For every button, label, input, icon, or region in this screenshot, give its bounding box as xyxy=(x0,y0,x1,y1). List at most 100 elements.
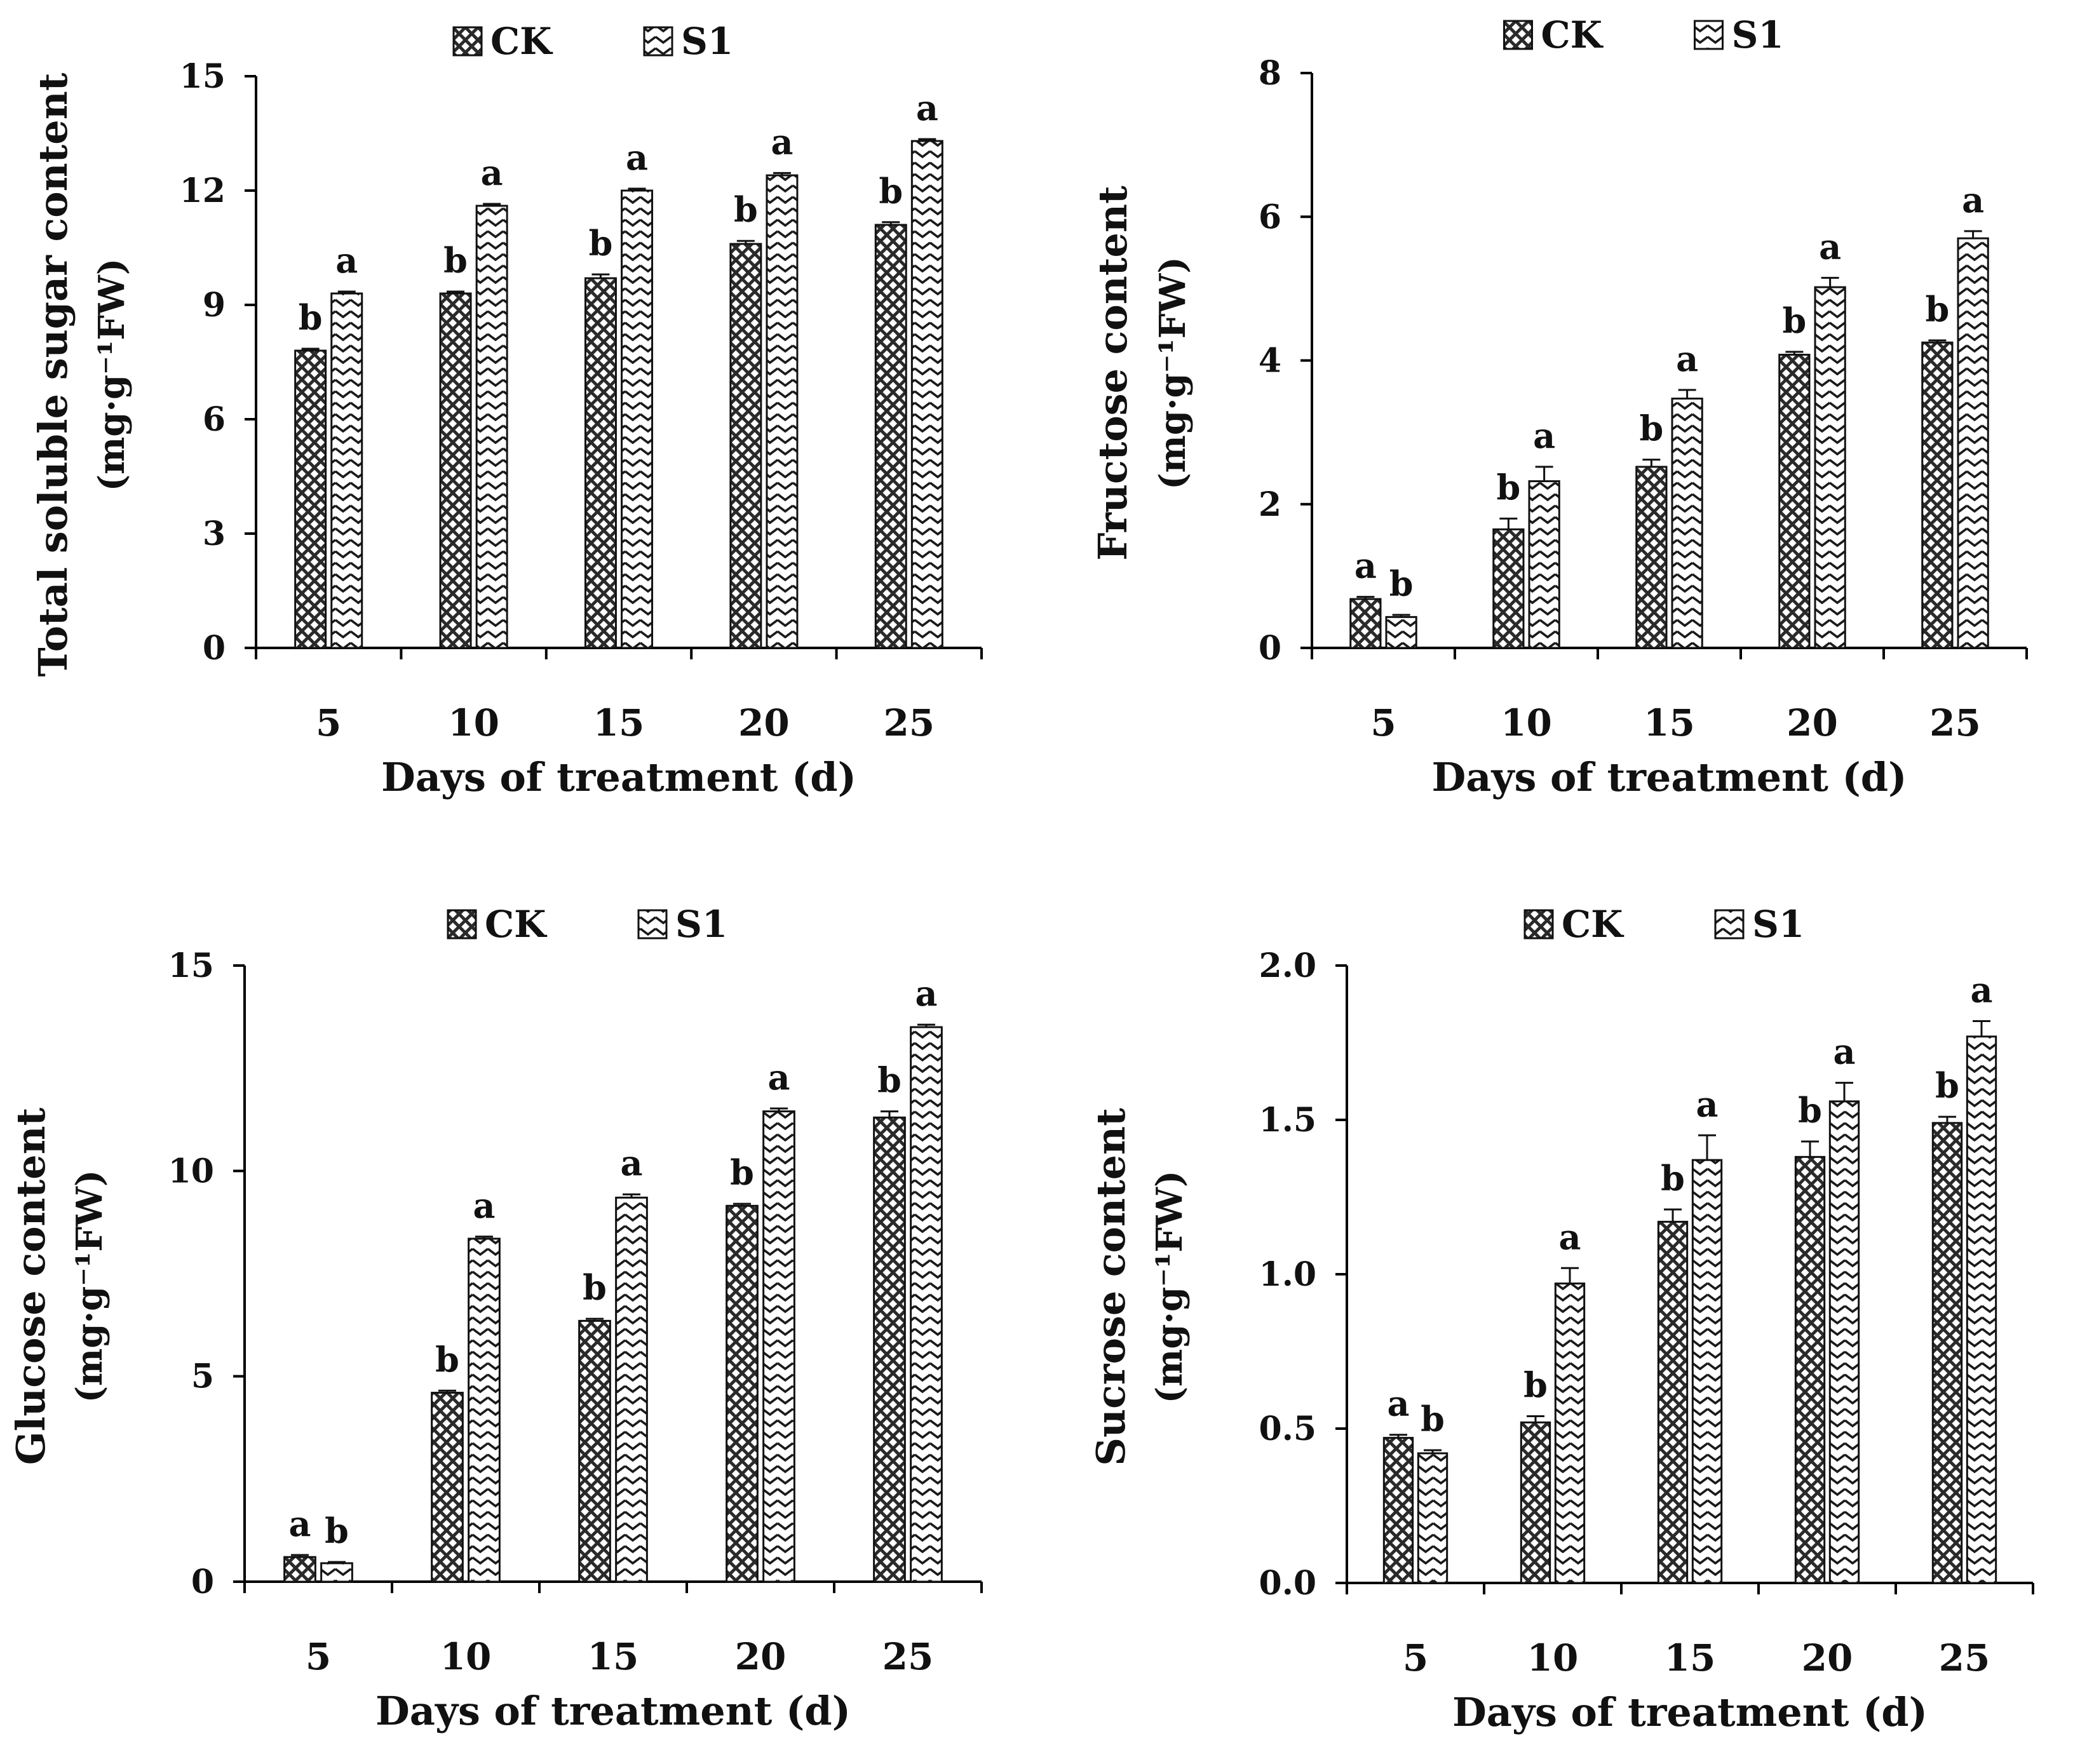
significance-letter: a xyxy=(481,152,503,193)
bar-ck-5 xyxy=(283,1556,316,1583)
significance-letter: b xyxy=(1389,563,1414,604)
y-axis-unit: (mg·g⁻¹FW) xyxy=(1152,257,1194,490)
bar-s1-20 xyxy=(1828,1100,1860,1584)
y-tick-label: 6 xyxy=(203,400,226,439)
legend: CK S1 xyxy=(447,903,727,946)
bar-ck-5 xyxy=(1382,1437,1414,1584)
x-tick-label: 15 xyxy=(588,1635,639,1678)
x-axis-label: Days of treatment (d) xyxy=(1432,754,1907,800)
legend-label-ck: CK xyxy=(490,20,553,63)
y-tick-label: 8 xyxy=(1259,54,1281,93)
x-tick-label: 10 xyxy=(1527,1636,1579,1680)
significance-letter: a xyxy=(1354,546,1377,586)
legend-label-ck: CK xyxy=(1541,13,1604,57)
bar-s1-20 xyxy=(1814,286,1846,649)
significance-letter: a xyxy=(335,240,358,281)
bar-ck-15 xyxy=(1635,466,1668,649)
significance-letter: a xyxy=(1819,226,1841,267)
significance-letter: b xyxy=(1421,1399,1445,1439)
x-tick-label: 20 xyxy=(735,1635,787,1678)
significance-letter: a xyxy=(1971,969,1993,1010)
bar-ck-5 xyxy=(294,349,327,649)
significance-letter: b xyxy=(1925,289,1949,330)
significance-letter: a xyxy=(1559,1216,1581,1257)
y-axis-label: Fructose content xyxy=(1090,185,1136,561)
significance-letter: a xyxy=(768,1057,790,1098)
bar-s1-15 xyxy=(1691,1159,1723,1584)
bar-s1-15 xyxy=(1671,397,1703,649)
y-tick-label: 12 xyxy=(180,172,226,210)
legend-swatch-s1 xyxy=(643,26,673,57)
significance-letter: a xyxy=(1533,415,1555,456)
significance-letter: b xyxy=(1935,1065,1959,1106)
significance-letter: b xyxy=(1639,408,1663,449)
bar-ck-10 xyxy=(1520,1421,1551,1584)
bar-s1-25 xyxy=(910,140,943,649)
chart-fructose: 0 2 4 6 8 5 10 15 20 25 Days of treatment (d) Fruct… xyxy=(1090,13,2028,800)
legend-swatch-s1 xyxy=(1694,20,1724,50)
significance-letter: a xyxy=(771,121,793,162)
bar-s1-5 xyxy=(330,292,363,649)
significance-letter: a xyxy=(289,1504,311,1544)
significance-letter: b xyxy=(1496,467,1520,508)
y-tick-label: 0 xyxy=(1259,629,1281,668)
significance-letter: a xyxy=(621,1143,643,1183)
x-tick-label: 25 xyxy=(883,701,935,744)
bar-ck-5 xyxy=(1349,598,1382,649)
legend-swatch-s1 xyxy=(1714,909,1745,939)
legend-label-ck: CK xyxy=(1562,903,1624,946)
bar-ck-15 xyxy=(584,277,617,649)
bar-ck-20 xyxy=(1778,353,1811,649)
x-tick-label: 10 xyxy=(448,701,499,744)
bar-s1-15 xyxy=(615,1196,648,1583)
x-tick-label: 5 xyxy=(316,701,341,744)
bar-s1-25 xyxy=(1966,1035,1997,1584)
legend: CK S1 xyxy=(1503,13,1784,57)
significance-letter: b xyxy=(435,1339,459,1380)
bar-s1-20 xyxy=(766,174,799,649)
x-tick-label: 25 xyxy=(1939,1636,1990,1680)
bar-ck-20 xyxy=(726,1204,759,1583)
bar-ck-10 xyxy=(439,292,472,649)
legend-swatch-s1 xyxy=(637,909,668,939)
significance-letter: a xyxy=(1962,180,1984,220)
significance-letter: b xyxy=(1661,1158,1685,1199)
x-axis-label: Days of treatment (d) xyxy=(375,1688,851,1734)
x-axis-label: Days of treatment (d) xyxy=(381,754,856,800)
legend-label-s1: S1 xyxy=(675,903,727,946)
significance-letter: b xyxy=(443,240,468,281)
bar-ck-25 xyxy=(1931,1122,1963,1584)
x-tick-label: 15 xyxy=(1644,701,1695,744)
significance-letter: b xyxy=(325,1511,349,1551)
bar-ck-25 xyxy=(873,1116,906,1583)
y-tick-label: 1.5 xyxy=(1259,1101,1316,1140)
legend-swatch-ck xyxy=(1523,909,1554,939)
x-tick-label: 15 xyxy=(593,701,645,744)
significance-letter: a xyxy=(1388,1384,1410,1424)
bar-s1-25 xyxy=(910,1026,943,1583)
bar-ck-10 xyxy=(1492,528,1525,649)
bar-ck-10 xyxy=(431,1392,464,1583)
significance-letter: b xyxy=(583,1267,607,1308)
y-tick-label: 1.0 xyxy=(1259,1255,1316,1294)
x-tick-label: 5 xyxy=(306,1635,331,1678)
x-tick-label: 5 xyxy=(1370,701,1396,744)
bar-s1-5 xyxy=(1417,1452,1449,1584)
x-axis-label: Days of treatment (d) xyxy=(1452,1689,1928,1735)
y-tick-label: 4 xyxy=(1259,342,1281,380)
x-tick-label: 20 xyxy=(1802,1636,1853,1680)
significance-letter: b xyxy=(299,297,323,338)
legend: CK S1 xyxy=(1523,903,1804,946)
x-tick-label: 10 xyxy=(440,1635,492,1678)
bar-s1-5 xyxy=(1385,616,1417,649)
bar-ck-15 xyxy=(578,1319,611,1583)
bar-s1-5 xyxy=(320,1562,353,1583)
bar-s1-20 xyxy=(762,1110,795,1583)
significance-letter: b xyxy=(1798,1090,1822,1131)
y-axis-label: Glucose content xyxy=(8,1107,54,1465)
legend-swatch-ck xyxy=(447,909,477,939)
y-axis-unit: (mg·g⁻¹FW) xyxy=(91,259,133,492)
y-axis-unit: (mg·g⁻¹FW) xyxy=(69,1170,111,1403)
y-tick-label: 9 xyxy=(203,286,226,325)
bar-ck-15 xyxy=(1657,1220,1689,1584)
